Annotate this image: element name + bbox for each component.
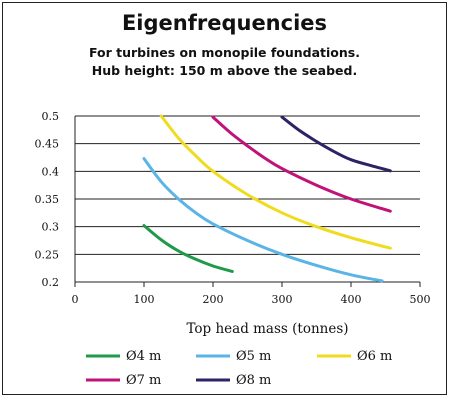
series-lines <box>142 114 392 283</box>
x-tick-label: 0 <box>72 293 79 306</box>
y-tick-label: 0.2 <box>42 276 60 289</box>
legend-label: Ø5 m <box>236 349 271 364</box>
y-tick-labels: 0.2 0.25 0.3 0.35 0.4 0.45 0.5 <box>35 110 60 289</box>
series-line-5 <box>280 115 392 173</box>
y-tick-label: 0.25 <box>35 248 60 261</box>
x-tick-label: 400 <box>341 293 362 306</box>
x-tick-label: 100 <box>134 293 155 306</box>
legend-label: Ø7 m <box>126 373 161 388</box>
series-line-2 <box>142 157 384 283</box>
gridlines <box>75 115 420 283</box>
chart-subtitle-line-2: Hub height: 150 m above the seabed. <box>91 63 358 78</box>
x-tick-label: 200 <box>203 293 224 306</box>
y-tick-label: 0.3 <box>42 221 60 234</box>
y-tick-label: 0.35 <box>35 193 60 206</box>
x-tick-label: 500 <box>410 293 431 306</box>
series-line-1 <box>142 224 234 273</box>
x-tick-label: 300 <box>272 293 293 306</box>
legend-label: Ø4 m <box>126 349 161 364</box>
y-tick-label: 0.4 <box>42 165 60 178</box>
series-line-3 <box>159 114 392 250</box>
legend-label: Ø8 m <box>236 373 271 388</box>
series-line-4 <box>211 115 392 213</box>
legend-label: Ø6 m <box>357 349 392 364</box>
x-axis-label: Top head mass (tonnes) <box>186 321 348 337</box>
chart-title: Eigenfrequencies <box>121 11 328 35</box>
axes <box>74 116 421 287</box>
y-tick-label: 0.45 <box>35 138 60 151</box>
x-tick-labels: 0 100 200 300 400 500 <box>72 293 431 306</box>
chart-subtitle-line-1: For turbines on monopile foundations. <box>88 45 360 60</box>
y-tick-label: 0.5 <box>42 110 60 123</box>
legend: Ø4 m Ø5 m Ø6 m Ø7 m Ø8 m <box>86 349 392 388</box>
